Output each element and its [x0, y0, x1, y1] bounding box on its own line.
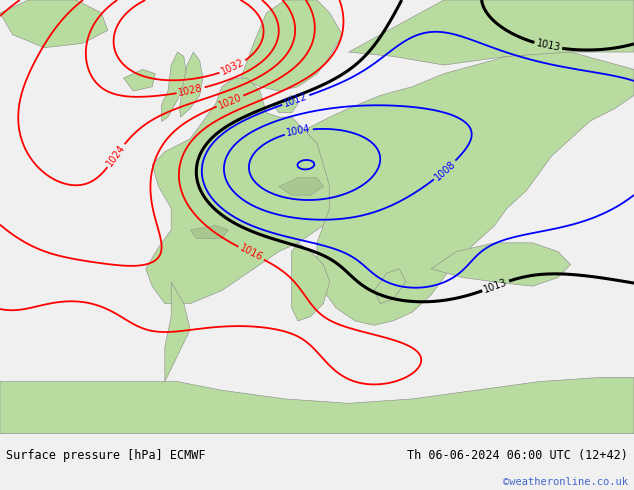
Polygon shape	[279, 178, 323, 195]
Polygon shape	[190, 225, 228, 239]
Text: 1004: 1004	[286, 124, 312, 138]
Text: Th 06-06-2024 06:00 UTC (12+42): Th 06-06-2024 06:00 UTC (12+42)	[407, 448, 628, 462]
Polygon shape	[179, 52, 203, 117]
Polygon shape	[431, 243, 571, 286]
Polygon shape	[241, 0, 342, 91]
Text: 1008: 1008	[432, 158, 458, 182]
Polygon shape	[0, 0, 108, 48]
Text: 1016: 1016	[238, 243, 264, 263]
Polygon shape	[349, 0, 634, 65]
Text: ©weatheronline.co.uk: ©weatheronline.co.uk	[503, 477, 628, 487]
Text: 1013: 1013	[535, 39, 561, 53]
Text: 1032: 1032	[219, 57, 246, 77]
Text: 1024: 1024	[105, 143, 127, 169]
Text: 1028: 1028	[178, 83, 204, 98]
Text: Surface pressure [hPa] ECMWF: Surface pressure [hPa] ECMWF	[6, 448, 206, 462]
Polygon shape	[162, 52, 187, 122]
Polygon shape	[165, 282, 190, 382]
Polygon shape	[304, 52, 634, 325]
Polygon shape	[124, 70, 155, 91]
Text: 1012: 1012	[283, 91, 309, 109]
Polygon shape	[374, 269, 406, 304]
Polygon shape	[273, 96, 298, 113]
Text: 1013: 1013	[482, 277, 509, 294]
Polygon shape	[0, 377, 634, 434]
Polygon shape	[146, 78, 349, 304]
Text: 1020: 1020	[217, 92, 243, 110]
Polygon shape	[292, 243, 330, 321]
